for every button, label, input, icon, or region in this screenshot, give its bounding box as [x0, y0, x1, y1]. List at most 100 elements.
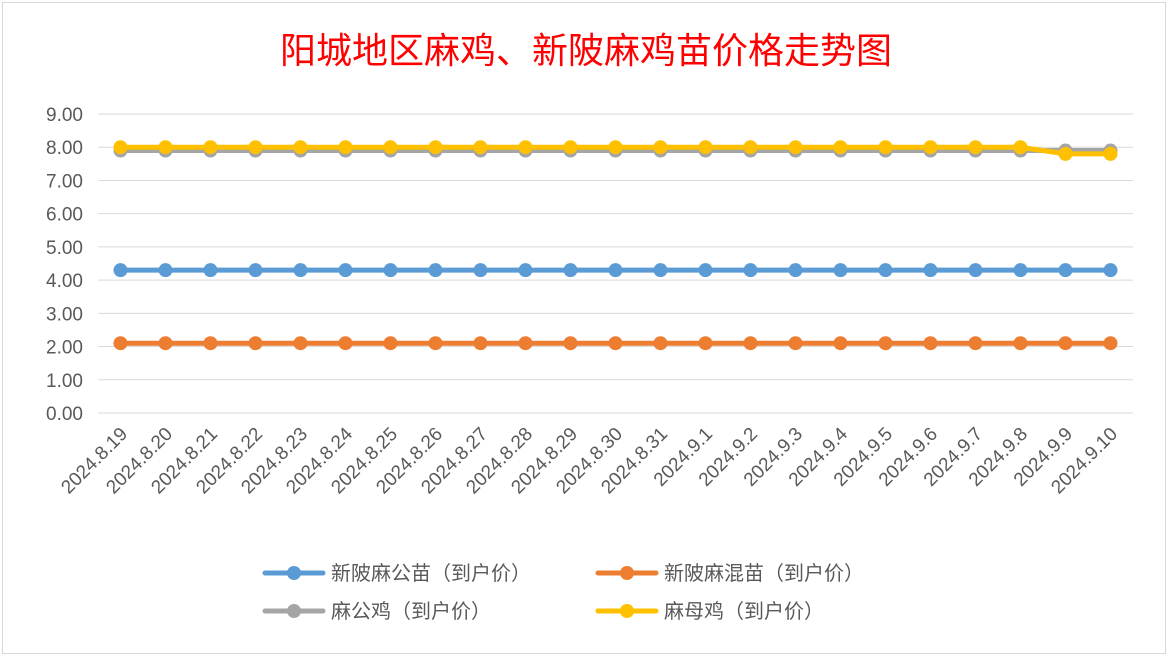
data-point [338, 336, 353, 351]
data-point [1013, 336, 1028, 351]
data-point [428, 336, 443, 351]
data-point [248, 263, 263, 278]
data-point [293, 140, 308, 155]
data-point [1103, 146, 1118, 161]
data-point [1058, 336, 1073, 351]
data-point [113, 336, 128, 351]
series-3 [113, 140, 1118, 161]
data-point [383, 263, 398, 278]
data-point [878, 140, 893, 155]
legend-point-marker [287, 604, 301, 618]
data-point [788, 140, 803, 155]
data-point [518, 263, 533, 278]
legend-point-marker [620, 566, 634, 580]
data-point [653, 140, 668, 155]
data-point [788, 263, 803, 278]
y-axis: 0.00 1.00 2.00 3.00 4.00 5.00 6.00 7.00 8.00 9.00 [46, 105, 83, 425]
legend-item[interactable]: 新陂麻混苗（到户价） [595, 561, 864, 585]
data-point [1058, 146, 1073, 161]
legend-item[interactable]: 麻公鸡（到户价） [262, 599, 491, 623]
data-point [923, 336, 938, 351]
y-tick-label: 8.00 [46, 138, 83, 159]
data-point [968, 336, 983, 351]
data-point [518, 140, 533, 155]
data-point [563, 140, 578, 155]
data-point [428, 263, 443, 278]
data-point [878, 263, 893, 278]
data-point [1103, 263, 1118, 278]
data-point [743, 336, 758, 351]
data-point [113, 140, 128, 155]
line-chart: 阳城地区麻鸡、新陂麻鸡苗价格走势图 0.00 1.00 2.00 3.00 4.00 5.… [46, 31, 1133, 623]
y-tick-label: 6.00 [46, 205, 83, 226]
data-point [923, 263, 938, 278]
legend-point-marker [287, 566, 301, 580]
data-point [1013, 263, 1028, 278]
y-tick-label: 2.00 [46, 338, 83, 359]
data-point [698, 263, 713, 278]
legend[interactable]: 新陂麻公苗（到户价） 新陂麻混苗（到户价） 麻公鸡（到户价） 麻母鸡（到户价） [262, 561, 864, 623]
legend-item[interactable]: 新陂麻公苗（到户价） [262, 561, 531, 585]
data-point [1058, 263, 1073, 278]
data-point [113, 263, 128, 278]
data-point [923, 140, 938, 155]
data-point [788, 336, 803, 351]
data-point [563, 336, 578, 351]
data-point [383, 140, 398, 155]
data-point [833, 263, 848, 278]
data-point [203, 140, 218, 155]
y-tick-label: 3.00 [46, 304, 83, 325]
series-0 [113, 263, 1118, 278]
chart-title: 阳城地区麻鸡、新陂麻鸡苗价格走势图 [280, 31, 892, 72]
data-point [608, 263, 623, 278]
data-point [1013, 140, 1028, 155]
legend-label: 新陂麻公苗（到户价） [331, 561, 531, 585]
series-lines [113, 140, 1118, 351]
data-point [968, 263, 983, 278]
legend-label: 麻母鸡（到户价） [664, 599, 824, 623]
data-point [158, 140, 173, 155]
data-point [293, 336, 308, 351]
data-point [608, 336, 623, 351]
data-point [248, 336, 263, 351]
data-point [968, 140, 983, 155]
data-point [518, 336, 533, 351]
data-point [248, 140, 263, 155]
data-point [473, 263, 488, 278]
data-point [743, 263, 758, 278]
data-point [203, 263, 218, 278]
data-point [473, 140, 488, 155]
y-tick-label: 1.00 [46, 371, 83, 392]
legend-label: 麻公鸡（到户价） [331, 599, 491, 623]
y-tick-label: 0.00 [46, 404, 83, 425]
data-point [338, 140, 353, 155]
data-point [203, 336, 218, 351]
data-point [428, 140, 443, 155]
y-tick-label: 9.00 [46, 105, 83, 126]
data-point [293, 263, 308, 278]
data-point [563, 263, 578, 278]
series-1 [113, 336, 1118, 351]
data-point [833, 140, 848, 155]
data-point [473, 336, 488, 351]
y-tick-label: 5.00 [46, 238, 83, 259]
legend-point-marker [620, 604, 634, 618]
data-point [608, 140, 623, 155]
data-point [743, 140, 758, 155]
legend-label: 新陂麻混苗（到户价） [664, 561, 864, 585]
data-point [158, 263, 173, 278]
x-axis: 2024.8.192024.8.202024.8.212024.8.222024… [57, 423, 1122, 498]
data-point [698, 336, 713, 351]
data-point [158, 336, 173, 351]
data-point [1103, 336, 1118, 351]
data-point [878, 336, 893, 351]
data-point [833, 336, 848, 351]
legend-item[interactable]: 麻母鸡（到户价） [595, 599, 824, 623]
data-point [653, 263, 668, 278]
y-tick-label: 4.00 [46, 271, 83, 292]
data-point [338, 263, 353, 278]
data-point [653, 336, 668, 351]
data-point [698, 140, 713, 155]
data-point [383, 336, 398, 351]
